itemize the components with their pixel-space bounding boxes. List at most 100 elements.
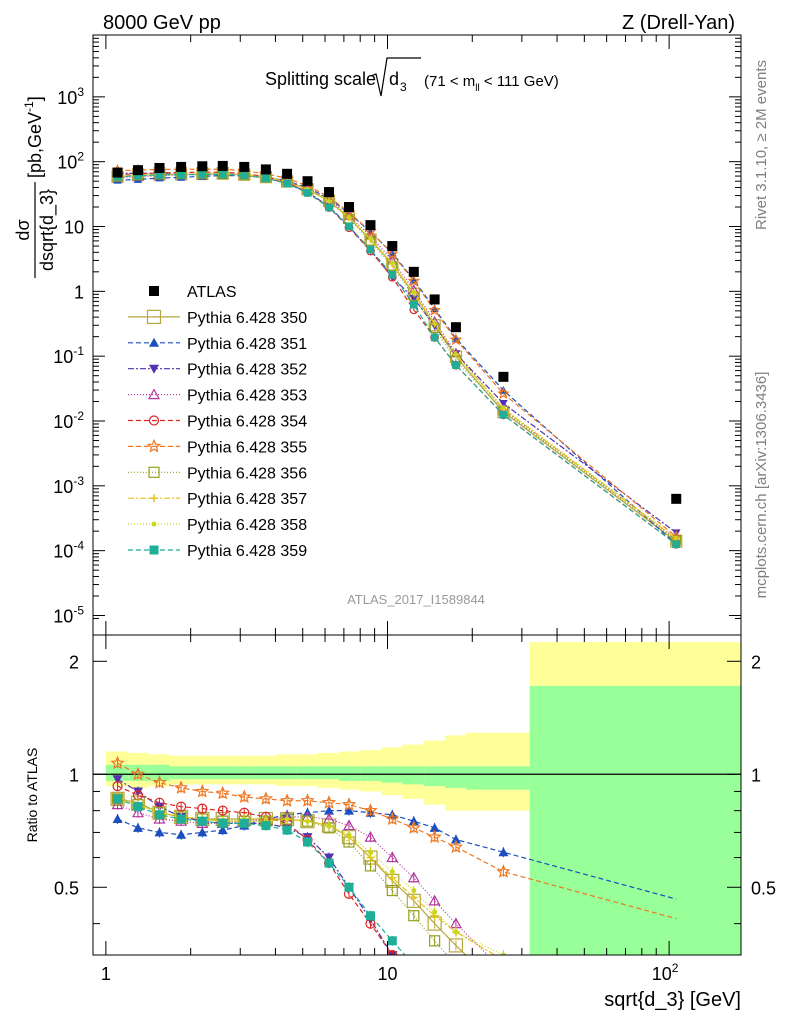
ratio-point <box>448 839 464 854</box>
mc-point <box>368 236 373 241</box>
legend-item: Pythia 6.428 359 <box>128 543 307 560</box>
ratio-point <box>387 936 397 946</box>
plot-title-subscript: 3 <box>400 80 407 94</box>
legend-label: Pythia 6.428 354 <box>187 414 307 431</box>
y-tick-exponent: 2 <box>77 150 84 164</box>
x-tick-label: 102 <box>652 961 679 984</box>
ratio-tick-label-right: 1 <box>751 765 761 785</box>
uncertainty-band-green <box>105 764 129 781</box>
y-tick-exponent: -3 <box>73 474 84 488</box>
mc-point <box>390 260 395 265</box>
atlas-data-point <box>365 220 376 231</box>
ratio-point <box>498 847 509 857</box>
ratio-point <box>342 819 356 831</box>
y-tick-label: 102 <box>57 150 84 173</box>
x-tick-label: 1 <box>101 964 111 984</box>
uncertainty-band-green <box>529 685 741 955</box>
uncertainty-band-green <box>360 766 382 781</box>
ratio-point <box>284 816 290 822</box>
legend-label: Pythia 6.428 351 <box>187 336 307 353</box>
atlas-data-point <box>324 187 335 198</box>
atlas-data-point <box>429 294 440 305</box>
ratio-point <box>133 802 143 812</box>
mc-point <box>497 387 510 400</box>
mc-point <box>134 171 142 180</box>
ratio-tick-label-left: 2 <box>69 652 79 672</box>
legend-item: Pythia 6.428 353 <box>128 388 307 405</box>
ratio-point <box>407 871 420 883</box>
legend-item: Pythia 6.428 356 <box>128 465 307 482</box>
y-tick-exponent: -5 <box>73 603 84 617</box>
mc-point <box>674 535 679 540</box>
legend-label: Pythia 6.428 352 <box>187 362 307 379</box>
ratio-point <box>112 775 123 785</box>
atlas-data-point <box>498 371 509 382</box>
ratio-point <box>217 825 228 835</box>
main-ylabel-units-end: ] <box>25 96 45 101</box>
mc-point <box>501 405 506 411</box>
y-tick-label: 10-5 <box>53 603 84 626</box>
ratio-plot-frame <box>92 634 742 956</box>
y-tick-mantissa: 10 <box>53 477 73 497</box>
mc-line <box>117 173 677 541</box>
y-tick-label: 10 <box>64 218 84 238</box>
ratio-plot-content <box>93 642 741 955</box>
uncertainty-band-green <box>275 766 297 780</box>
mc-point <box>262 174 270 183</box>
atlas-data-point <box>387 241 398 252</box>
atlas-data-point <box>217 160 228 171</box>
legend-marker <box>149 286 159 296</box>
ratio-point <box>173 780 189 794</box>
uncertainty-band-green <box>190 766 212 780</box>
ratio-series-355 <box>110 755 677 920</box>
ratio-point <box>217 805 228 816</box>
ratio-tick-label-right: 0.5 <box>751 878 776 898</box>
x-tick-exponent: 2 <box>672 961 679 975</box>
mc-point <box>388 270 397 279</box>
mc-point <box>366 245 375 254</box>
y-tick-mantissa: 10 <box>53 606 73 626</box>
mc-line <box>117 174 677 545</box>
ratio-point <box>386 851 399 863</box>
uncertainty-band-green <box>402 766 425 785</box>
ratio-series-356 <box>111 793 448 955</box>
ratio-point <box>113 794 123 804</box>
mc-line <box>117 173 677 542</box>
uncertainty-band-green <box>169 766 191 780</box>
y-tick-mantissa: 10 <box>53 347 73 367</box>
mc-point <box>428 319 441 332</box>
ratio-point <box>239 818 249 828</box>
plot-title-cut: (71 < mll < 111 GeV) <box>424 73 559 94</box>
mc-point <box>198 170 207 179</box>
ratio-point <box>496 864 511 878</box>
ratio-point <box>197 803 208 814</box>
legend-item: Pythia 6.428 358 <box>128 517 307 534</box>
atlas-data-point <box>302 176 313 187</box>
legend-marker <box>147 388 161 400</box>
legend-marker <box>149 337 159 347</box>
ratio-point <box>215 785 231 800</box>
y-tick-label: 1 <box>74 282 84 302</box>
ratio-point <box>363 803 378 817</box>
legend-marker <box>149 364 159 374</box>
mc-point <box>345 222 353 231</box>
mc-point <box>407 274 421 287</box>
mc-line <box>117 173 677 539</box>
y-tick-exponent: -1 <box>73 344 84 358</box>
ratio-point <box>408 910 420 922</box>
mc-point <box>218 170 227 179</box>
ratio-point <box>154 810 164 820</box>
ratio-point <box>324 858 334 868</box>
mc-point <box>499 410 508 419</box>
ratio-point <box>346 832 352 838</box>
uncertainty-band-green <box>339 766 361 781</box>
ratio-point <box>389 869 395 875</box>
y-tick-mantissa: 10 <box>57 88 77 108</box>
ratio-point <box>429 822 440 832</box>
y-tick-mantissa: 1 <box>74 282 84 302</box>
atlas-data-point <box>408 266 419 277</box>
legend-marker <box>150 494 158 503</box>
ratio-point <box>428 894 441 906</box>
